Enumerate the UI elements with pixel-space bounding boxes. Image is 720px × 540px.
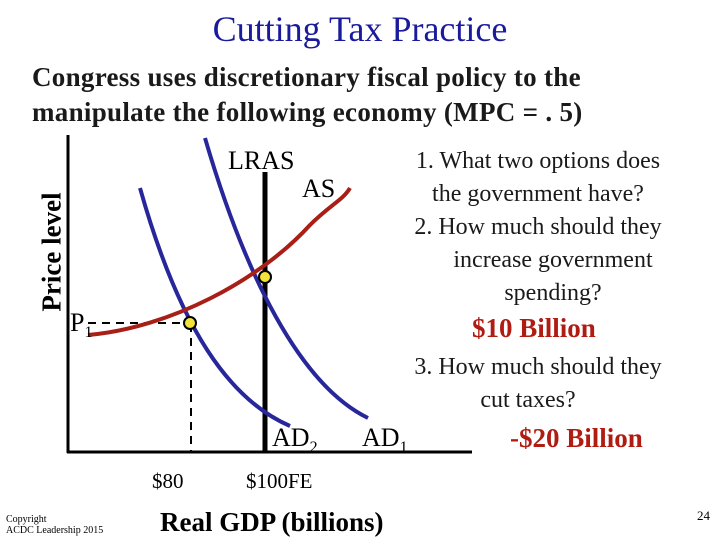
slide-title: Cutting Tax Practice <box>212 9 508 49</box>
copyright-notice: Copyright ACDC Leadership 2015 <box>6 514 104 536</box>
as-label: AS <box>302 174 336 203</box>
y-axis-label: Price level <box>36 192 67 312</box>
subtitle-line-1: Congress uses discretionary fiscal polic… <box>32 62 581 92</box>
as-curve <box>87 186 352 337</box>
equilibrium-point-current <box>183 316 197 330</box>
answer-3: -$20 Billion <box>510 423 643 453</box>
equilibrium-point-full-employment <box>258 270 272 284</box>
page-number: 24 <box>697 508 710 523</box>
answer-2: $10 Billion <box>472 313 596 343</box>
x-tick-100fe: $100FE <box>246 469 313 493</box>
lras-label: LRAS <box>228 146 295 175</box>
p1-label: P1 <box>70 308 93 342</box>
x-axis-label: Real GDP (billions) <box>160 507 384 537</box>
subtitle-line-2: manipulate the following economy (MPC = … <box>32 97 583 127</box>
ad2-curve <box>138 187 291 428</box>
ad2-label: AD2 <box>272 423 318 457</box>
question-3: 3. How much should they cut taxes? <box>414 354 662 413</box>
ad1-curve <box>203 137 369 420</box>
x-tick-80: $80 <box>152 469 184 493</box>
question-2: 2. How much should they increase governm… <box>414 214 662 306</box>
ad1-label: AD1 <box>362 423 408 457</box>
question-1: 1. What two options does the government … <box>415 148 661 207</box>
